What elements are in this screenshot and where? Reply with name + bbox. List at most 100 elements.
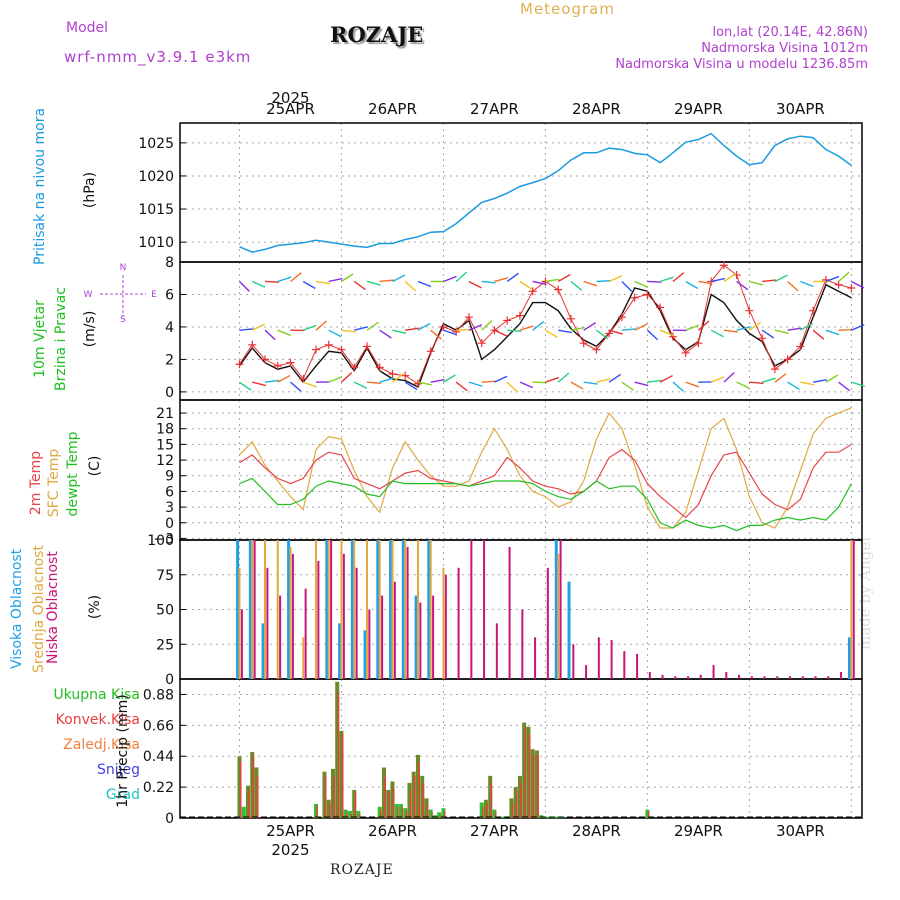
day-label-bottom: 28APR <box>572 822 621 840</box>
pressure-tick-label: 1015 <box>138 202 174 218</box>
wind-direction-arrow <box>379 279 394 283</box>
page-title: ROZAJE <box>330 22 424 47</box>
precip-total-bar <box>241 806 246 818</box>
legend-freezing-rain: Zaledj.Kisa <box>63 737 140 753</box>
wind-tick-label: 0 <box>165 385 174 401</box>
wind-direction-arrow <box>239 381 252 391</box>
cloud-bar <box>850 540 853 679</box>
wind-direction-arrow <box>481 380 496 383</box>
precip-convective-bar <box>486 803 488 818</box>
day-label-bottom: 27APR <box>470 822 519 840</box>
wind-gust-marker <box>809 306 818 315</box>
precip-total-bar <box>479 802 484 818</box>
wind-gust-marker <box>337 345 346 354</box>
wind-gust-marker <box>401 371 410 380</box>
cloud-tick-label: 100 <box>147 533 174 549</box>
wind-direction-arrow <box>698 280 713 285</box>
wind-direction-arrow <box>596 329 609 340</box>
wind-direction-arrow <box>519 325 534 331</box>
wind-direction-arrow <box>341 273 354 283</box>
precip-total-bar <box>415 754 420 818</box>
wind-direction-arrow <box>238 280 250 292</box>
precip-total-bar <box>517 775 522 818</box>
precip-convective-bar <box>516 789 518 818</box>
wind-direction-arrow <box>340 372 353 383</box>
pressure-line <box>239 132 852 253</box>
cloud-bar <box>304 588 307 679</box>
precip-total-bar <box>488 775 493 818</box>
legend-snow: Snijeg <box>96 762 140 778</box>
cloud-bar <box>427 540 431 679</box>
wind-direction-arrow <box>277 374 291 383</box>
wind-tick-label: 2 <box>165 352 174 368</box>
cloud-bar <box>330 540 333 679</box>
precip-total-bar <box>322 771 327 818</box>
wind-direction-arrow <box>468 381 483 387</box>
cloud-bar <box>699 674 702 679</box>
wind-gust-marker <box>796 342 805 351</box>
cloud-bar <box>389 540 393 679</box>
precip-tick-label: 0 <box>165 811 174 827</box>
cloud-bar <box>827 676 830 679</box>
wind-direction-arrow <box>762 279 777 283</box>
wind-direction-arrow <box>392 274 406 283</box>
wind-direction-arrow <box>494 375 508 383</box>
precip-total-bar <box>386 789 391 818</box>
wind-direction-arrow <box>379 377 394 383</box>
wind-direction-arrow <box>353 280 366 291</box>
wind-direction-arrow <box>685 280 699 290</box>
cloud-bar <box>546 567 549 679</box>
cloud-bar <box>287 540 291 679</box>
cloud-bar <box>852 540 855 679</box>
cloud-bar <box>444 574 447 679</box>
cloud-bar <box>623 651 626 679</box>
cloud-bar <box>261 623 265 679</box>
wind-direction-arrow <box>800 280 814 288</box>
wind-direction-arrow <box>787 280 799 292</box>
model-name: wrf-nmm_v3.9.1 e3km <box>64 48 252 66</box>
wind-gust-marker <box>770 365 779 374</box>
wind-direction-arrow <box>710 376 725 383</box>
wind-gust-marker <box>248 340 257 349</box>
precip-total-bar <box>411 771 416 818</box>
temp-tick-label: 3 <box>165 500 174 516</box>
cloud-bar <box>404 540 407 679</box>
wind-direction-arrow <box>825 374 839 383</box>
wind-direction-arrow <box>302 381 317 388</box>
wind-gust-marker <box>630 293 639 302</box>
precip-convective-bar <box>439 815 442 818</box>
precip-total-bar <box>403 808 408 818</box>
cloud-bar <box>381 595 384 679</box>
pressure-tick-label: 1025 <box>138 136 174 152</box>
precip-convective-bar <box>252 754 255 818</box>
day-label-top: 26APR <box>368 100 417 118</box>
cloud-bar <box>814 676 817 679</box>
precip-convective-bar <box>524 726 527 818</box>
cloud-bar <box>687 676 690 679</box>
wind-direction-arrow <box>328 376 342 383</box>
wind-direction-arrow <box>659 276 674 283</box>
wind-direction-arrow <box>621 381 634 391</box>
precip-total-bar <box>326 799 331 818</box>
precip-total-bar <box>335 681 340 818</box>
wind-direction-arrow <box>417 280 432 288</box>
wind-direction-arrow <box>405 327 420 331</box>
compass-w: W <box>84 290 93 300</box>
wind-direction-arrow <box>608 373 622 383</box>
wind-direction-arrow <box>315 280 330 285</box>
cloud-bar <box>251 540 254 679</box>
cloud-bar <box>238 567 241 679</box>
wind-direction-arrow <box>443 329 457 336</box>
wind-direction-arrow <box>532 321 545 331</box>
cloud-bar <box>338 623 342 679</box>
cloud-bar <box>302 637 305 679</box>
wind-direction-arrow <box>468 324 483 331</box>
cloud-bar <box>266 567 269 679</box>
wind-direction-arrow <box>583 322 596 331</box>
precip-convective-bar <box>316 805 318 818</box>
wind-direction-arrow <box>761 329 775 339</box>
wind-direction-arrow <box>302 280 316 290</box>
wind-direction-arrow <box>570 326 585 331</box>
cloud-bar <box>340 540 343 679</box>
wind-direction-arrow <box>507 329 522 332</box>
